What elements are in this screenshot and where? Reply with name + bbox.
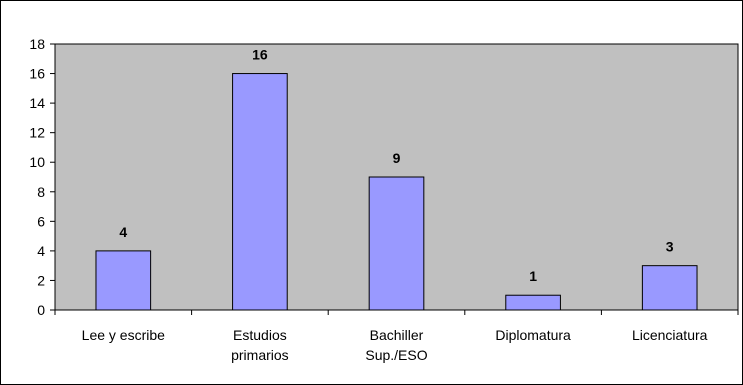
x-category-label: Diplomatura: [495, 327, 571, 343]
x-category-label: Lee y escribe: [82, 327, 165, 343]
data-label: 3: [666, 239, 674, 255]
bars: [95, 73, 698, 311]
y-tick-label: 14: [29, 95, 45, 111]
x-axis: [54, 309, 739, 315]
y-tick-label: 6: [37, 213, 45, 229]
bar: [95, 250, 152, 311]
bar: [641, 265, 698, 311]
data-label: 4: [119, 224, 127, 240]
y-tick-label: 10: [29, 154, 45, 170]
x-category-label: Bachiller Sup./ESO: [365, 327, 427, 363]
x-category-label: Licenciatura: [632, 327, 708, 343]
y-tick-label: 12: [29, 125, 45, 141]
bar: [232, 73, 288, 311]
y-tick-label: 18: [29, 36, 45, 52]
y-axis: 0 2 4 6 8 10 12 14 16 18: [29, 36, 56, 318]
y-tick-label: 2: [37, 272, 45, 288]
y-tick-label: 0: [37, 302, 45, 318]
x-category-label: Estudios primarios: [231, 327, 289, 363]
data-label: 1: [529, 268, 537, 284]
y-tick-label: 8: [37, 184, 45, 200]
bar: [505, 294, 561, 311]
bar: [368, 176, 425, 311]
data-label: 16: [252, 47, 268, 63]
y-tick-label: 4: [37, 243, 45, 259]
y-tick-label: 16: [29, 66, 45, 82]
data-labels: 4 16 9 1 3: [119, 47, 673, 285]
data-label: 9: [393, 150, 401, 166]
category-labels: Lee y escribe Estudios primarios Bachiller S…: [82, 327, 708, 363]
